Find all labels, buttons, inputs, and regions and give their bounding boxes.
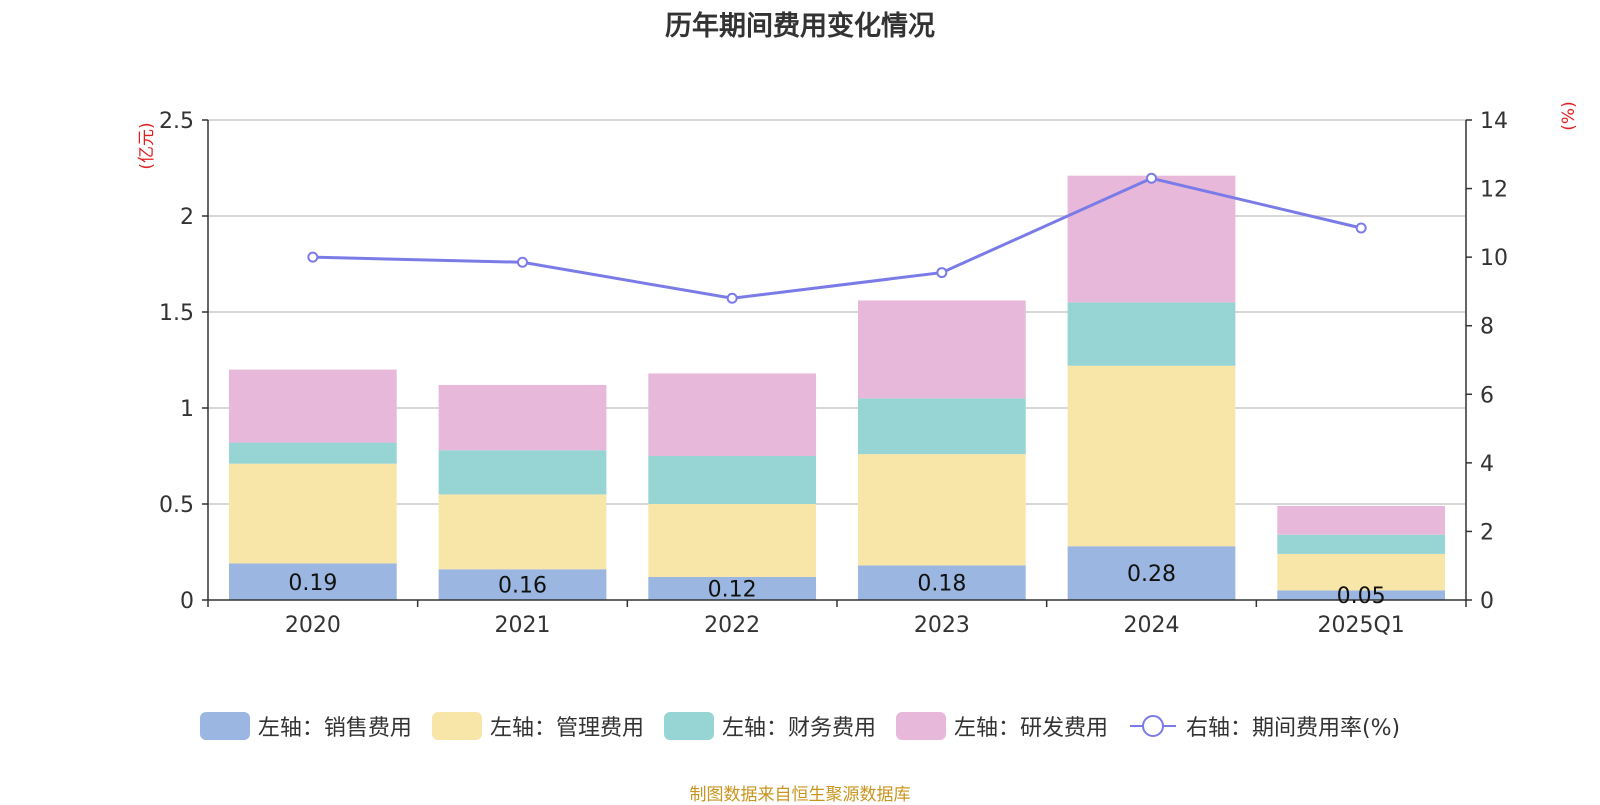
left-axis-tick-label: 1 [180, 397, 194, 422]
bar-data-label: 0.05 [1337, 584, 1386, 609]
legend-item-admin[interactable]: 左轴：管理费用 [431, 710, 644, 742]
right-axis-tick-label: 0 [1480, 589, 1494, 614]
left-axis-tick-label: 0.5 [159, 493, 194, 518]
x-axis-tick-label: 2025Q1 [1318, 613, 1405, 638]
left-axis-tick-label: 1.5 [159, 301, 194, 326]
bar-series [228, 175, 1446, 600]
left-axis-tick-label: 0 [180, 589, 194, 614]
left-axis-tick-label: 2.5 [159, 109, 194, 134]
right-axis-tick-label: 8 [1480, 315, 1494, 340]
right-axis-tick-label: 10 [1480, 246, 1508, 271]
bar-data-label: 0.12 [708, 577, 757, 602]
legend-item-finance[interactable]: 左轴：财务费用 [663, 710, 876, 742]
legend-item-rate[interactable]: 右轴：期间费用率(%) [1128, 710, 1400, 742]
bar-segment [648, 576, 817, 600]
bar-segment [438, 494, 607, 570]
grid-lines [208, 119, 1466, 505]
bar-segment [438, 569, 607, 600]
rate-point [936, 267, 948, 279]
legend-label-sales: 左轴：销售费用 [257, 716, 412, 741]
rate-point [307, 251, 319, 263]
left-axis-unit: (亿元) [137, 122, 157, 169]
rate-line [312, 176, 1362, 300]
bar-segment [228, 442, 397, 464]
right-axis-unit: (%) [1559, 101, 1579, 130]
bar-segment [648, 373, 817, 456]
legend-swatch-sales [199, 712, 250, 740]
x-axis-tick-label: 2023 [914, 613, 970, 638]
x-axis-tick-label: 2020 [285, 613, 341, 638]
rate-point [1146, 172, 1157, 184]
bar-segment [857, 454, 1026, 566]
bar-segment [648, 504, 817, 577]
bar-data-label: 0.18 [917, 572, 966, 597]
right-axis-tick-label: 4 [1480, 452, 1494, 477]
bar-segment [228, 369, 397, 443]
legend-swatch-finance [663, 712, 714, 740]
legend-item-sales[interactable]: 左轴：销售费用 [199, 710, 412, 742]
legend-swatch-rnd [895, 712, 946, 740]
legend-label-finance: 左轴：财务费用 [721, 716, 876, 741]
bar-segment [1277, 505, 1446, 535]
legend-line-marker-icon [1129, 715, 1176, 737]
right-axis-tick-label: 2 [1480, 520, 1494, 545]
bar-segment [1277, 534, 1446, 554]
x-axis-tick-label: 2022 [704, 613, 760, 638]
bar-segment [648, 456, 817, 504]
bar-data-label: 0.16 [498, 574, 547, 599]
right-axis-tick-label: 6 [1480, 383, 1494, 408]
bar-segment [857, 398, 1026, 455]
right-axis-tick-label: 14 [1480, 109, 1508, 134]
rate-point [726, 292, 738, 304]
bar-data-label: 0.19 [288, 571, 337, 596]
bar-segment [1067, 546, 1236, 600]
rate-point [1355, 222, 1367, 234]
bar-segment [1277, 553, 1446, 591]
bar-segment [857, 565, 1026, 600]
legend-item-rnd[interactable]: 左轴：研发费用 [895, 710, 1108, 742]
bar-segment [228, 563, 397, 600]
bar-segment [228, 463, 397, 564]
legend-label-rate: 右轴：期间费用率(%) [1185, 716, 1401, 741]
axes: 0 0.5 1 1.5 2 2.5 0 2 4 6 8 10 12 14 2020 2021 2022 2023 2… [159, 109, 1508, 638]
bar-segment [438, 450, 607, 495]
data-labels: 0.19 0.16 0.12 0.18 0.28 0.05 [288, 562, 1385, 609]
bar-data-label: 0.28 [1127, 562, 1176, 587]
legend: 左轴：销售费用 左轴：管理费用 左轴：财务费用 左轴：研发费用 右轴：期间费用率… [0, 708, 1600, 744]
x-axis-tick-label: 2021 [495, 613, 551, 638]
left-axis-tick-label: 2 [180, 205, 194, 230]
bar-segment [857, 300, 1026, 399]
source-note: 制图数据来自恒生聚源数据库 [689, 785, 911, 805]
rate-point [517, 256, 528, 268]
bar-segment [1067, 365, 1236, 547]
bar-segment [1067, 302, 1236, 366]
bar-segment [1067, 175, 1236, 303]
bar-segment [1277, 590, 1446, 600]
legend-label-admin: 左轴：管理费用 [489, 716, 644, 741]
right-axis-tick-label: 12 [1480, 178, 1508, 203]
x-axis-tick-label: 2024 [1124, 613, 1180, 638]
chart-title: 历年期间费用变化情况 [665, 11, 935, 42]
legend-label-rnd: 左轴：研发费用 [953, 716, 1108, 741]
legend-swatch-admin [431, 712, 482, 740]
bar-segment [438, 384, 607, 451]
rate-line-series [307, 172, 1367, 304]
